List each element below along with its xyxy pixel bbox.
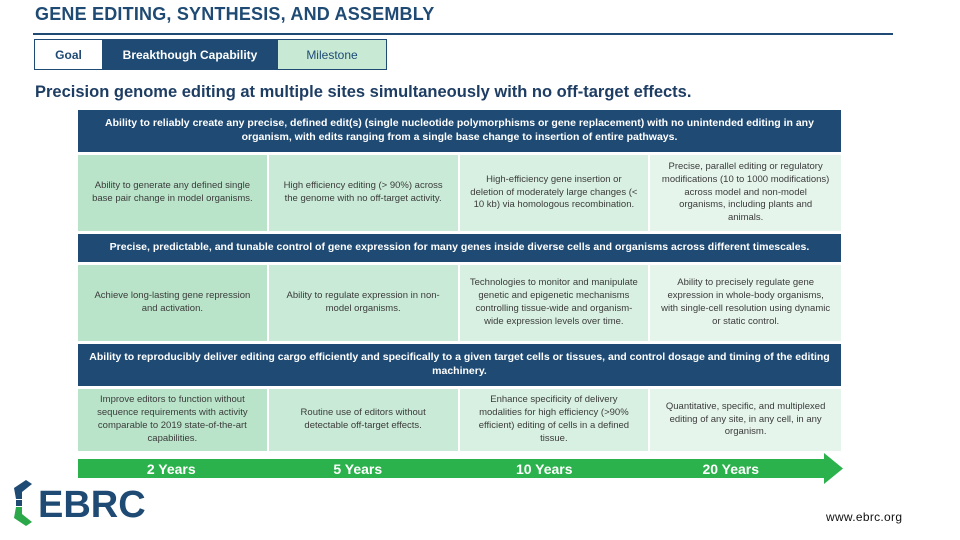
ebrc-logo: EBRC [12,480,152,526]
milestone-cell: Quantitative, specific, and multiplexed … [650,389,841,451]
milestone-cell: Ability to generate any defined single b… [78,155,269,231]
logo-wordmark: EBRC [38,484,146,526]
timeline-labels: 2 Years 5 Years 10 Years 20 Years [78,459,824,479]
timeline-arrow: 2 Years 5 Years 10 Years 20 Years [78,453,843,484]
capability-band: Precise, predictable, and tunable contro… [78,234,841,262]
milestone-row: Improve editors to function without sequ… [78,389,841,451]
milestone-cell: Precise, parallel editing or regulatory … [650,155,841,231]
milestone-cell: Ability to precisely regulate gene expre… [650,265,841,341]
capability-band: Ability to reproducibly deliver editing … [78,344,841,386]
milestone-cell: Routine use of editors without detectabl… [268,389,460,451]
timeline-label: 10 Years [515,461,573,477]
legend-breakthrough: Breakthough Capability [102,40,278,69]
milestone-row: Ability to generate any defined single b… [78,155,841,231]
milestone-cell: Ability to regulate expression in non-mo… [268,265,460,341]
timeline-label: 20 Years [702,461,760,477]
milestone-cell: Achieve long-lasting gene repression and… [78,265,269,341]
legend-goal: Goal [35,40,102,69]
timeline-label: 5 Years [333,461,383,477]
legend: Goal Breakthough Capability Milestone [34,39,387,70]
milestone-cell: Enhance specificity of delivery modaliti… [459,389,651,451]
ebrc-logo-icon: EBRC [14,480,146,526]
timeline-arrow-shape [78,453,843,484]
page-title: GENE EDITING, SYNTHESIS, AND ASSEMBLY [35,4,435,24]
milestone-cell: Technologies to monitor and manipulate g… [459,265,651,341]
capability-band: Ability to reliably create any precise, … [78,110,841,152]
title-divider [33,33,893,35]
roadmap-grid: Ability to reliably create any precise, … [78,110,841,451]
milestone-cell: Improve editors to function without sequ… [78,389,269,451]
legend-milestone: Milestone [278,40,386,69]
timeline-label: 2 Years [146,461,196,477]
website-url[interactable]: www.ebrc.org [826,510,903,524]
milestone-row: Achieve long-lasting gene repression and… [78,265,841,341]
goal-headline: Precision genome editing at multiple sit… [35,83,692,101]
milestone-cell: High-efficiency gene insertion or deleti… [459,155,651,231]
milestone-cell: High efficiency editing (> 90%) across t… [268,155,460,231]
